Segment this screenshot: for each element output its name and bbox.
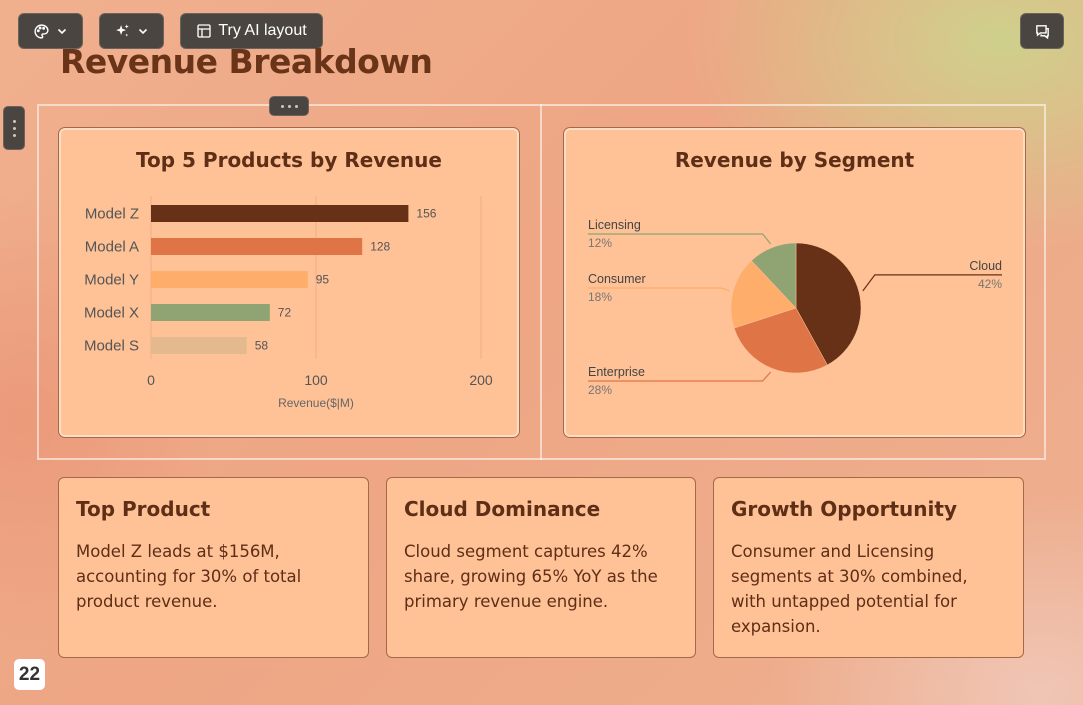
try-ai-layout-button[interactable]: Try AI layout bbox=[180, 13, 323, 49]
data-label: 128 bbox=[370, 240, 390, 254]
x-tick-label: 0 bbox=[147, 372, 155, 388]
bar-chart-title: Top 5 Products by Revenue bbox=[136, 148, 442, 172]
bar bbox=[151, 205, 409, 222]
leader-line bbox=[588, 233, 772, 245]
bar-chart-card[interactable]: Top 5 Products by Revenue 0 100 200 Model Z… bbox=[58, 127, 520, 438]
leader-line bbox=[588, 287, 730, 292]
leader-line bbox=[862, 274, 1002, 292]
pie-chart: Cloud 42% Enterprise 28% Consumer 18% Licensin… bbox=[588, 218, 1002, 397]
insight-card-growth-opportunity[interactable]: Growth Opportunity Consumer and Licensin… bbox=[713, 477, 1024, 658]
x-axis-label: Revenue($|M) bbox=[278, 396, 354, 410]
insight-card-top-product[interactable]: Top Product Model Z leads at $156M, acco… bbox=[58, 477, 369, 658]
slice-label: Licensing bbox=[588, 218, 641, 232]
insight-text: Model Z leads at $156M, accounting for 3… bbox=[76, 542, 302, 611]
insight-title: Top Product bbox=[76, 497, 211, 521]
y-tick-label: Model Z bbox=[85, 206, 139, 223]
ai-magic-button[interactable] bbox=[99, 13, 164, 49]
leader-line bbox=[588, 371, 772, 382]
slide-title: Revenue Breakdown bbox=[60, 42, 433, 81]
bar bbox=[151, 271, 308, 288]
pie-chart-card[interactable]: Revenue by Segment Cloud 42% Enterprise 28%… bbox=[563, 127, 1026, 438]
bar bbox=[151, 238, 363, 255]
x-tick-label: 100 bbox=[304, 372, 328, 388]
bar bbox=[151, 337, 247, 354]
pie-slice bbox=[730, 260, 797, 329]
selection-divider bbox=[540, 104, 542, 460]
chevron-down-icon bbox=[56, 25, 68, 37]
data-label: 72 bbox=[278, 306, 292, 320]
y-tick-label: Model A bbox=[85, 239, 139, 256]
slice-label: Enterprise bbox=[588, 365, 645, 379]
pie-chart-title: Revenue by Segment bbox=[674, 148, 915, 172]
page-number-badge[interactable]: 22 bbox=[14, 659, 45, 690]
slice-value-label: 28% bbox=[588, 383, 612, 397]
y-tick-label: Model X bbox=[84, 305, 139, 322]
data-label: 95 bbox=[316, 273, 330, 287]
insight-card-cloud-dominance[interactable]: Cloud Dominance Cloud segment captures 4… bbox=[386, 477, 696, 658]
block-side-handle[interactable] bbox=[3, 106, 25, 150]
theme-palette-button[interactable] bbox=[18, 13, 83, 49]
insight-title: Cloud Dominance bbox=[404, 497, 601, 521]
pie-slice bbox=[733, 307, 828, 374]
slice-label: Cloud bbox=[969, 259, 1002, 273]
pie-slice bbox=[795, 242, 862, 366]
layout-icon bbox=[196, 23, 212, 39]
block-drag-handle[interactable] bbox=[269, 96, 309, 116]
palette-icon bbox=[33, 23, 50, 40]
y-tick-label: Model Y bbox=[84, 272, 139, 289]
sparkles-icon bbox=[114, 23, 131, 40]
x-tick-label: 200 bbox=[469, 372, 493, 388]
y-tick-label: Model S bbox=[84, 338, 139, 355]
slice-value-label: 42% bbox=[978, 277, 1002, 291]
bar-chart: 0 100 200 Model Z 156 Model A 128 Model Y 95 Mode… bbox=[84, 196, 493, 410]
insight-text: Consumer and Licensing segments at 30% c… bbox=[731, 542, 968, 636]
try-ai-layout-label: Try AI layout bbox=[218, 22, 307, 39]
insight-text: Cloud segment captures 42% share, growin… bbox=[404, 542, 658, 611]
pie-slice bbox=[751, 242, 797, 309]
data-label: 58 bbox=[255, 339, 269, 353]
slice-value-label: 18% bbox=[588, 290, 612, 304]
data-label: 156 bbox=[416, 207, 436, 221]
comment-icon bbox=[1034, 23, 1051, 40]
insight-title: Growth Opportunity bbox=[731, 497, 957, 521]
comments-button[interactable] bbox=[1020, 13, 1064, 49]
chevron-down-icon bbox=[137, 25, 149, 37]
bar bbox=[151, 304, 270, 321]
slice-value-label: 12% bbox=[588, 236, 612, 250]
slice-label: Consumer bbox=[588, 272, 646, 286]
